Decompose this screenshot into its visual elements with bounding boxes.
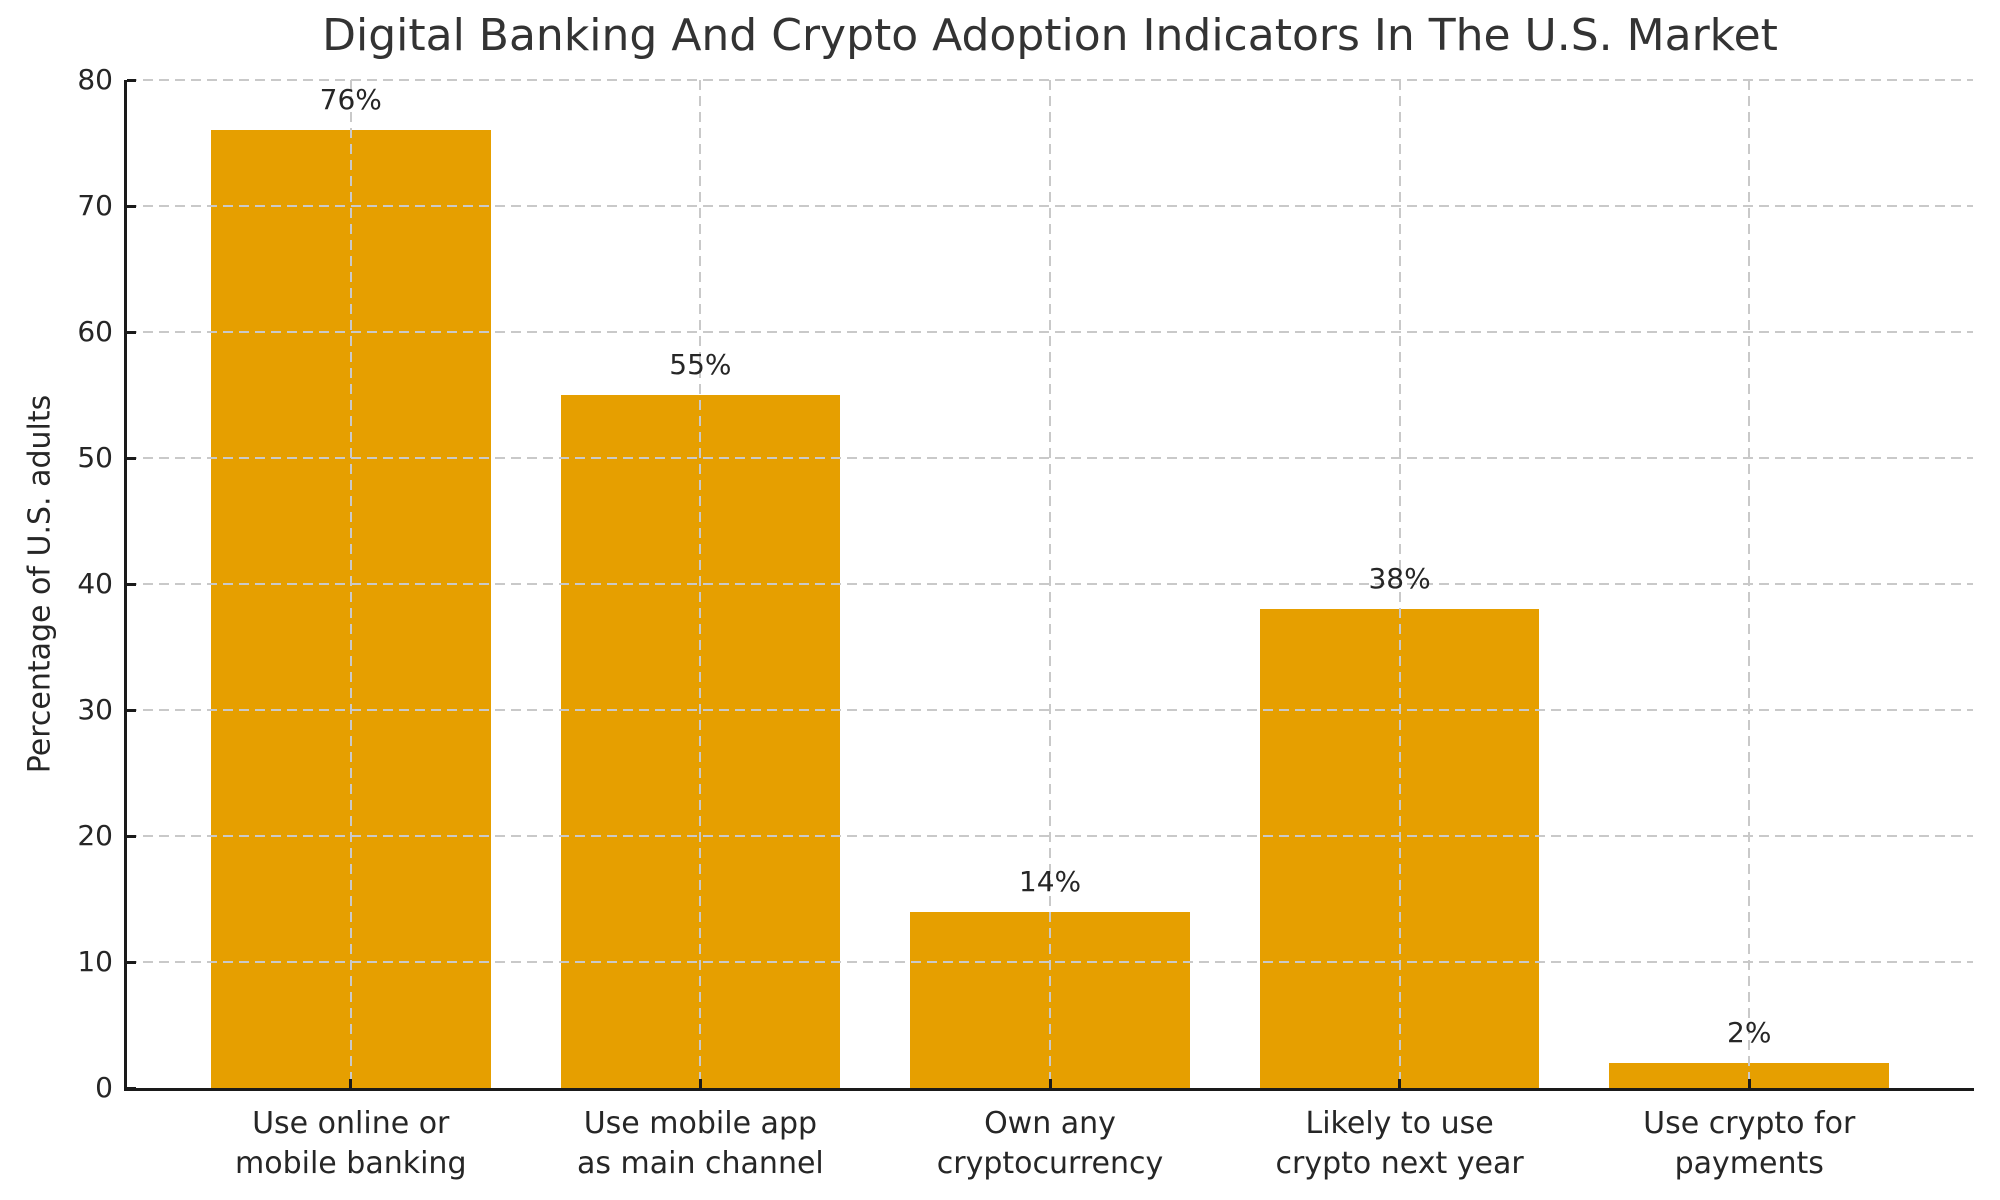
y-tick-label: 70 — [77, 189, 113, 222]
bar-value-label: 76% — [319, 83, 382, 117]
x-tick-mark — [349, 1079, 353, 1088]
y-tick-label: 60 — [77, 315, 113, 348]
y-tick-label: 40 — [77, 567, 113, 600]
y-tick-label: 30 — [77, 693, 113, 726]
x-category-label: Likely to use crypto next year — [1275, 1106, 1524, 1181]
y-tick-mark — [127, 834, 136, 838]
x-tick-mark — [1398, 1079, 1402, 1088]
x-tick-mark — [1747, 1079, 1751, 1088]
y-tick-mark — [127, 960, 136, 964]
bar-value-label: 14% — [1018, 864, 1082, 898]
chart-title: Digital Banking And Crypto Adoption Indi… — [322, 10, 1778, 61]
vertical-gridline — [1398, 80, 1401, 1088]
vertical-gridline — [349, 80, 352, 1088]
x-tick-mark — [1048, 1079, 1052, 1088]
x-tick-mark — [698, 1079, 702, 1088]
x-axis-spine — [124, 1088, 1974, 1091]
vertical-gridline — [699, 80, 702, 1088]
y-tick-mark — [127, 582, 136, 586]
bar-value-label: 38% — [1368, 562, 1431, 596]
plot-area: 76% 55% 14% 38% 2% — [127, 78, 1973, 1090]
vertical-gridline — [1049, 80, 1051, 1088]
x-category-label: Use online or mobile banking — [235, 1106, 467, 1181]
y-tick-mark — [127, 456, 136, 460]
y-tick-mark — [127, 204, 136, 208]
bar-value-label: 2% — [1727, 1015, 1772, 1049]
vertical-gridline — [1748, 80, 1751, 1088]
y-tick-mark — [127, 708, 136, 712]
bar-value-label: 55% — [669, 348, 732, 381]
y-tick-mark — [127, 78, 136, 82]
x-category-label: Use crypto for payments — [1643, 1106, 1856, 1181]
y-tick-label: 50 — [77, 441, 113, 474]
x-category-label: Own any cryptocurrency — [936, 1106, 1164, 1181]
x-category-label: Use mobile app as main channel — [576, 1106, 824, 1181]
y-tick-label: 0 — [95, 1071, 113, 1104]
y-tick-label: 10 — [77, 945, 113, 978]
y-tick-mark — [127, 330, 136, 334]
y-axis-spine — [124, 80, 127, 1091]
y-tick-label: 20 — [77, 819, 113, 852]
y-tick-label: 80 — [77, 63, 113, 96]
